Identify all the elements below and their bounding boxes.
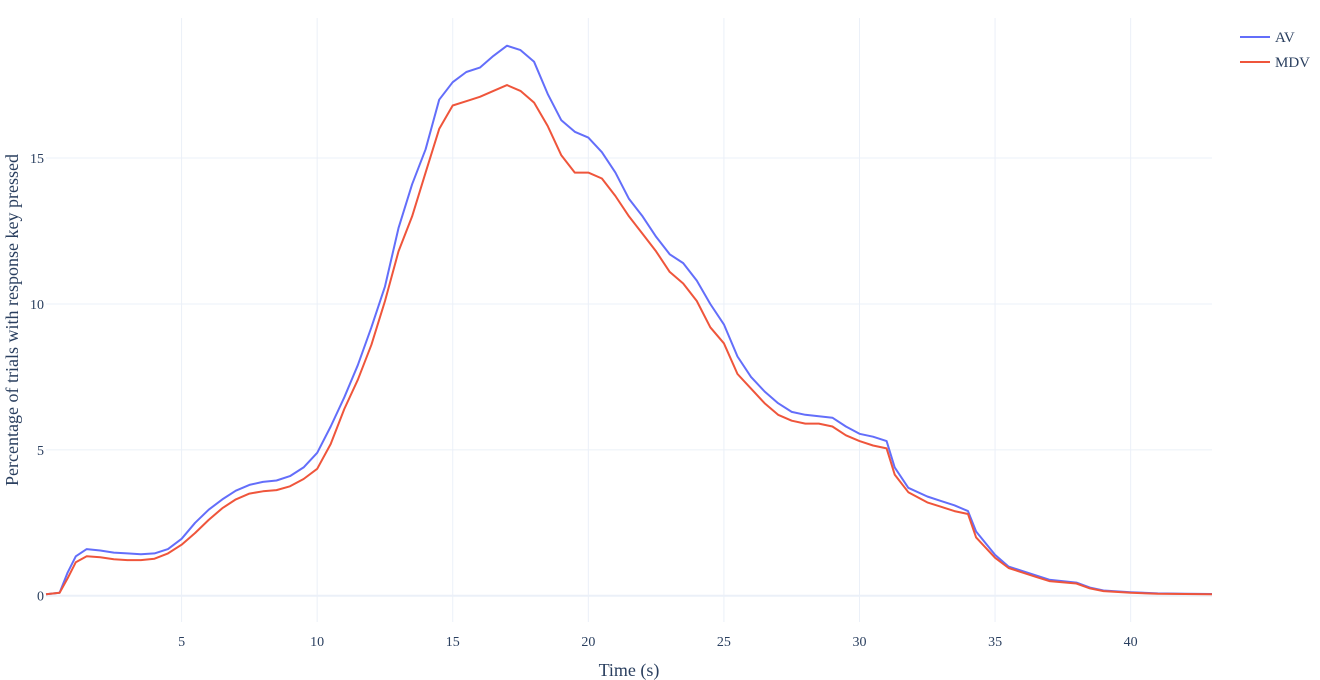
legend[interactable]: AV MDV bbox=[1240, 30, 1310, 71]
x-axis-title: Time (s) bbox=[599, 660, 660, 680]
y-tick-label: 15 bbox=[30, 152, 44, 167]
x-tick-label: 20 bbox=[581, 635, 595, 650]
legend-item-av[interactable]: AV bbox=[1240, 30, 1295, 46]
x-tick-label: 5 bbox=[178, 635, 185, 650]
series-lines bbox=[45, 44, 1213, 596]
x-tick-label: 10 bbox=[310, 635, 324, 650]
gridlines bbox=[46, 18, 1212, 622]
x-tick-label: 30 bbox=[852, 635, 866, 650]
x-tick-label: 40 bbox=[1124, 635, 1138, 650]
legend-label: MDV bbox=[1275, 55, 1310, 71]
y-axis-title: Percentage of trials with response key p… bbox=[2, 154, 22, 486]
series-line-av bbox=[45, 44, 1213, 596]
series-line-mdv bbox=[45, 84, 1213, 596]
y-tick-label: 10 bbox=[30, 298, 44, 313]
tick-labels: 5 10 15 20 25 30 35 40 0 5 10 15 bbox=[30, 152, 1138, 650]
y-tick-label: 5 bbox=[37, 444, 44, 459]
x-tick-label: 35 bbox=[988, 635, 1002, 650]
legend-label: AV bbox=[1275, 30, 1295, 46]
x-tick-label: 15 bbox=[446, 635, 460, 650]
y-tick-label: 0 bbox=[37, 590, 44, 605]
x-tick-label: 25 bbox=[717, 635, 731, 650]
legend-item-mdv[interactable]: MDV bbox=[1240, 55, 1310, 71]
